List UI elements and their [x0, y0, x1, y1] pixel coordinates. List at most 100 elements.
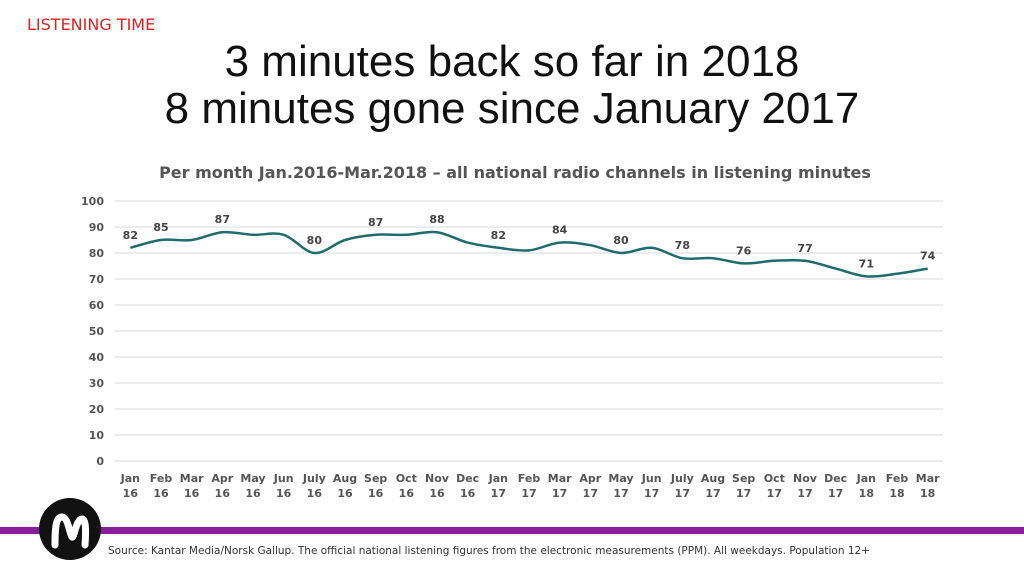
x-tick-month: Nov: [793, 472, 818, 485]
data-point: [527, 248, 531, 252]
data-label: 87: [368, 216, 383, 229]
x-tick-year: 16: [184, 487, 200, 500]
data-point: [374, 233, 378, 237]
data-point: [128, 246, 132, 250]
section-kicker: LISTENING TIME: [27, 15, 156, 34]
x-tick-year: 17: [828, 487, 843, 500]
x-tick-month: Jun: [273, 472, 294, 485]
accent-bar: [0, 527, 1024, 534]
data-label: 82: [491, 229, 506, 242]
data-point: [282, 233, 286, 237]
x-tick-year: 18: [859, 487, 874, 500]
data-label: 87: [215, 213, 230, 226]
data-point: [159, 238, 163, 242]
y-tick-label: 60: [89, 299, 105, 312]
data-point: [619, 251, 623, 255]
data-point: [926, 267, 930, 271]
y-tick-label: 100: [81, 195, 104, 208]
x-tick-year: 17: [705, 487, 720, 500]
x-tick-month: Nov: [425, 472, 450, 485]
x-tick-month: Feb: [150, 472, 173, 485]
data-point: [558, 241, 562, 245]
data-point: [435, 230, 439, 234]
chart-title: Per month Jan.2016-Mar.2018 – all nation…: [159, 163, 871, 182]
x-tick-month: Apr: [211, 472, 233, 485]
x-tick-month: Oct: [764, 472, 785, 485]
data-label: 80: [613, 234, 629, 247]
data-point: [251, 233, 255, 237]
data-point: [680, 256, 684, 260]
x-tick-year: 16: [276, 487, 292, 500]
y-tick-label: 20: [89, 403, 105, 416]
series-line: [130, 230, 928, 278]
data-label: 78: [675, 239, 690, 252]
x-tick-year: 17: [613, 487, 628, 500]
y-tick-label: 10: [89, 429, 105, 442]
x-tick-month: Jan: [488, 472, 508, 485]
x-tick-year: 18: [920, 487, 935, 500]
data-point: [772, 259, 776, 263]
data-label: 85: [153, 221, 168, 234]
data-point: [834, 267, 838, 271]
x-tick-month: Mar: [548, 472, 572, 485]
x-tick-year: 16: [429, 487, 445, 500]
x-tick-month: Sep: [364, 472, 387, 485]
source-note: Source: Kantar Media/Norsk Gallup. The o…: [108, 545, 870, 557]
x-tick-month: Dec: [824, 472, 847, 485]
x-tick-month: Dec: [456, 472, 479, 485]
x-tick-year: 17: [552, 487, 567, 500]
data-label: 76: [736, 244, 752, 257]
data-point: [864, 274, 868, 278]
data-point: [312, 251, 316, 255]
x-tick-month: July: [302, 472, 326, 485]
data-point: [220, 230, 224, 234]
x-tick-year: 16: [337, 487, 353, 500]
data-label: 77: [797, 242, 812, 255]
x-tick-year: 16: [307, 487, 323, 500]
x-tick-month: July: [670, 472, 694, 485]
data-point: [466, 241, 470, 245]
data-label: 82: [123, 229, 138, 242]
y-tick-label: 50: [89, 325, 105, 338]
x-tick-year: 16: [399, 487, 415, 500]
data-label: 71: [859, 257, 874, 270]
headline-line-2: 8 minutes gone since January 2017: [164, 84, 860, 133]
x-tick-year: 16: [215, 487, 231, 500]
x-tick-month: May: [240, 472, 265, 485]
x-tick-year: 17: [644, 487, 659, 500]
line-chart: 0 10 20 30 40 50 60 70 80 90 100 Jan 16 Feb 16 Mar 16 Apr…: [81, 195, 943, 500]
x-tick-month: May: [608, 472, 633, 485]
x-tick-year: 17: [583, 487, 598, 500]
y-tick-label: 90: [89, 221, 105, 234]
x-tick-month: Jan: [856, 472, 876, 485]
x-tick-year: 17: [736, 487, 751, 500]
x-tick-year: 16: [368, 487, 384, 500]
y-tick-label: 80: [89, 247, 105, 260]
y-tick-label: 70: [89, 273, 105, 286]
y-tick-label: 0: [96, 455, 104, 468]
data-point: [588, 243, 592, 247]
x-tick-month: Mar: [916, 472, 940, 485]
x-tick-month: Oct: [396, 472, 417, 485]
data-point: [343, 238, 347, 242]
data-label: 74: [920, 250, 936, 263]
data-label: 84: [552, 224, 568, 237]
x-tick-year: 17: [797, 487, 812, 500]
x-tick-year: 16: [460, 487, 476, 500]
data-point: [650, 246, 654, 250]
data-label: 80: [307, 234, 323, 247]
x-tick-month: Apr: [579, 472, 601, 485]
data-label: 88: [429, 213, 444, 226]
x-tick-year: 17: [491, 487, 506, 500]
x-tick-month: Aug: [701, 472, 725, 485]
x-tick-month: Aug: [333, 472, 357, 485]
x-tick-year: 18: [889, 487, 904, 500]
data-point: [895, 272, 899, 276]
y-tick-label: 40: [89, 351, 105, 364]
data-point: [742, 261, 746, 265]
brand-logo-icon: [39, 498, 101, 560]
x-tick-year: 16: [153, 487, 169, 500]
data-point: [803, 259, 807, 263]
data-point: [404, 233, 408, 237]
x-tick-month: Feb: [518, 472, 541, 485]
